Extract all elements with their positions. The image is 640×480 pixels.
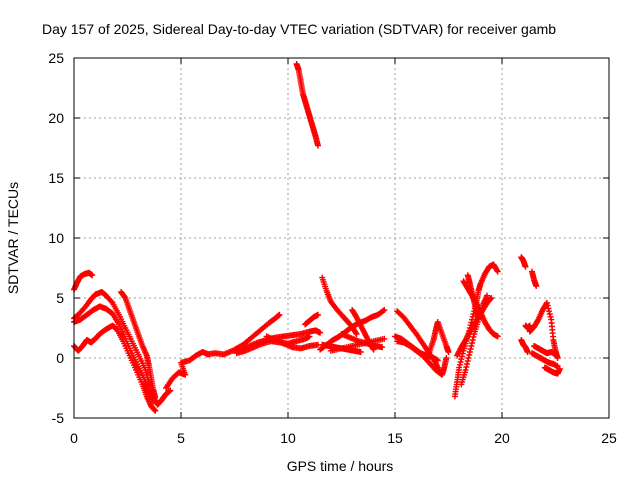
data-point xyxy=(488,295,495,301)
data-point xyxy=(434,357,441,364)
data-point xyxy=(456,364,463,371)
data-point xyxy=(484,292,491,299)
x-axis-label: GPS time / hours xyxy=(287,458,394,474)
data-point xyxy=(470,334,477,340)
x-tick-label: 10 xyxy=(280,430,296,446)
data-point xyxy=(167,387,174,394)
data-point xyxy=(370,346,377,353)
y-axis-ticks: -5 0 5 10 15 20 25 xyxy=(48,50,609,426)
data-point xyxy=(546,311,553,317)
data-point xyxy=(314,142,321,149)
y-axis-label: SDTVAR / TECUs xyxy=(5,182,21,294)
data-point xyxy=(276,311,283,318)
data-point xyxy=(353,331,360,337)
y-tick-label: 10 xyxy=(48,230,64,246)
data-point xyxy=(381,335,388,342)
data-point xyxy=(306,333,313,340)
y-tick-label: -5 xyxy=(52,410,65,426)
data-point xyxy=(443,355,450,361)
data-point xyxy=(445,349,452,355)
data-point xyxy=(314,311,321,318)
data-point xyxy=(462,367,469,373)
x-tick-label: 20 xyxy=(494,430,510,446)
data-point xyxy=(459,353,466,360)
data-point xyxy=(545,305,552,312)
data-point xyxy=(494,333,501,340)
data-point xyxy=(494,268,501,275)
data-point xyxy=(152,407,159,414)
data-points xyxy=(71,61,563,414)
data-point xyxy=(467,346,474,352)
data-point xyxy=(464,361,471,367)
data-point xyxy=(152,394,159,401)
x-tick-label: 5 xyxy=(177,430,185,446)
data-point xyxy=(465,355,472,361)
data-point xyxy=(466,352,473,358)
data-point xyxy=(533,283,540,289)
data-point xyxy=(556,365,563,372)
data-point xyxy=(466,349,473,355)
data-point xyxy=(369,345,376,352)
data-point xyxy=(475,316,482,323)
data-point xyxy=(522,263,529,270)
data-point xyxy=(544,302,551,309)
data-point xyxy=(317,329,324,336)
data-point xyxy=(552,351,559,358)
data-point xyxy=(469,340,476,346)
data-point xyxy=(464,358,471,364)
data-point xyxy=(108,298,115,305)
data-point xyxy=(457,359,464,365)
data-point xyxy=(380,307,387,314)
grid-lines xyxy=(74,58,609,418)
x-axis-ticks: 0 5 10 15 20 25 xyxy=(70,58,617,446)
data-point xyxy=(469,337,476,343)
data-point xyxy=(524,349,531,355)
data-point xyxy=(89,272,96,279)
data-point xyxy=(379,344,386,351)
data-point xyxy=(151,407,158,413)
x-tick-label: 0 xyxy=(70,430,78,446)
data-point xyxy=(381,307,388,313)
data-point xyxy=(554,355,561,361)
data-point xyxy=(494,267,501,274)
data-point xyxy=(546,308,553,315)
data-point xyxy=(463,364,470,370)
y-tick-label: 20 xyxy=(48,110,64,126)
y-tick-label: 25 xyxy=(48,50,64,66)
y-tick-label: 5 xyxy=(56,290,64,306)
chart-title: Day 157 of 2025, Sidereal Day-to-day VTE… xyxy=(42,21,556,37)
data-point xyxy=(352,329,359,336)
x-tick-label: 15 xyxy=(387,430,403,446)
data-point xyxy=(150,398,157,405)
data-point xyxy=(357,349,364,355)
data-point xyxy=(547,313,554,320)
x-tick-label: 25 xyxy=(601,430,617,446)
y-tick-label: 15 xyxy=(48,170,64,186)
data-point xyxy=(456,361,463,368)
data-point xyxy=(468,343,475,349)
y-tick-label: 0 xyxy=(56,350,64,366)
data-point xyxy=(458,356,465,363)
data-point xyxy=(543,299,550,306)
